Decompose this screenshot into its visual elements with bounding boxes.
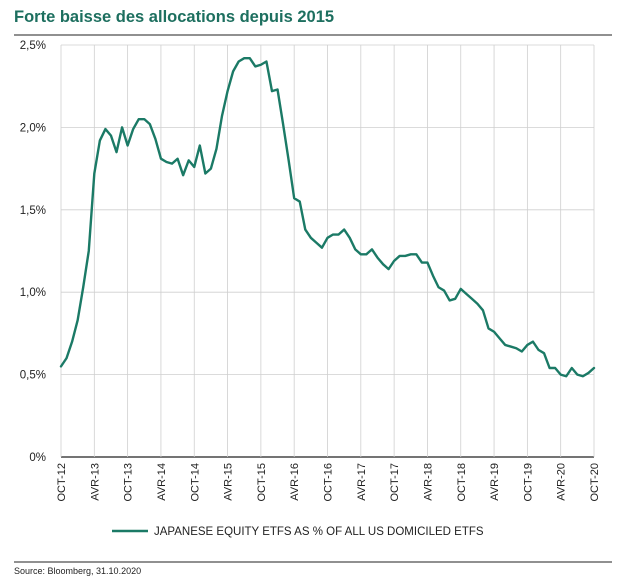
y-tick-label: 0% bbox=[29, 452, 46, 464]
plot-area bbox=[59, 56, 596, 378]
y-tick-label: 2,0% bbox=[20, 122, 46, 134]
x-tick-label: OCT-13 bbox=[123, 463, 135, 502]
x-tick-label: OCT-20 bbox=[589, 463, 601, 502]
x-tick-label: AVR-15 bbox=[223, 463, 235, 501]
chart-title: Forte baisse des allocations depuis 2015 bbox=[14, 8, 335, 26]
y-tick-label: 0,5% bbox=[20, 370, 46, 382]
y-tick-label: 2,5% bbox=[20, 40, 46, 52]
x-tick-label: OCT-14 bbox=[189, 463, 201, 502]
series-line bbox=[59, 56, 596, 378]
x-tick-label: AVR-14 bbox=[156, 463, 168, 501]
source-note: Source: Bloomberg, 31.10.2020 bbox=[14, 566, 142, 576]
y-axis: 0% 0,5% 1,0% 1,5% 2,0% 2,5% bbox=[20, 40, 46, 464]
x-tick-label: OCT-12 bbox=[56, 463, 68, 502]
y-tick-label: 1,5% bbox=[20, 205, 46, 217]
x-tick-label: AVR-19 bbox=[489, 463, 501, 501]
x-tick-label: OCT-18 bbox=[456, 463, 468, 502]
x-tick-label: OCT-15 bbox=[256, 463, 268, 502]
legend-label: JAPANESE EQUITY ETFS AS % OF ALL US DOMI… bbox=[154, 526, 484, 538]
x-tick-label: OCT-16 bbox=[323, 463, 335, 502]
x-tick-label: AVR-13 bbox=[89, 463, 101, 501]
x-tick-label: AVR-17 bbox=[356, 463, 368, 501]
x-axis: OCT-12 AVR-13 OCT-13 AVR-14 OCT-14 AVR-15 OCT-… bbox=[56, 463, 601, 502]
y-tick-label: 1,0% bbox=[20, 287, 46, 299]
x-tick-label: AVR-16 bbox=[289, 463, 301, 501]
grid bbox=[60, 44, 595, 458]
legend: JAPANESE EQUITY ETFS AS % OF ALL US DOMI… bbox=[112, 526, 484, 538]
x-tick-label: OCT-17 bbox=[389, 463, 401, 502]
x-tick-label: OCT-19 bbox=[522, 463, 534, 502]
x-tick-label: AVR-20 bbox=[556, 463, 568, 501]
x-tick-label: AVR-18 bbox=[422, 463, 434, 501]
